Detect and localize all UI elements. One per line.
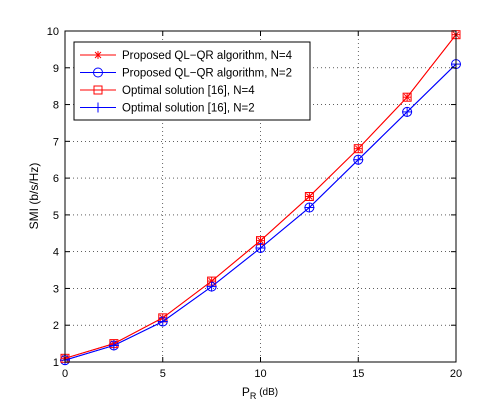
x-tick-label: 5 <box>160 368 166 380</box>
legend-marker <box>93 102 103 113</box>
legend: Proposed QL−QR algorithm, N=4 Proposed QL… <box>73 41 311 121</box>
series-group <box>60 30 461 366</box>
x-axis-label-main: P <box>242 385 250 399</box>
x-tick-label: 15 <box>352 368 364 380</box>
x-tick-label: 0 <box>62 368 68 380</box>
y-tick-label: 9 <box>53 63 59 75</box>
data-point-4 <box>206 281 217 292</box>
y-tick-label: 5 <box>53 210 59 222</box>
square-marker-shape <box>304 192 314 201</box>
x-axis-label: PR (dB) <box>242 385 278 401</box>
data-point-4 <box>304 202 315 213</box>
y-tick-label: 1 <box>53 357 59 369</box>
x-axis-label-unit: (dB) <box>256 387 278 398</box>
legend-item: Optimal solution [16], N=2 <box>80 102 255 115</box>
y-tick-label: 4 <box>53 247 59 259</box>
y-tick-label: 7 <box>53 136 59 148</box>
square-marker-shape <box>402 92 412 102</box>
axis-ticks <box>64 30 457 363</box>
x-axis-label-subscript: R <box>250 391 257 401</box>
series-line-3 <box>64 34 457 359</box>
y-axis-label: SMI (b/s/Hz) <box>27 163 41 230</box>
legend-item: Proposed QL−QR algorithm, N=2 <box>80 67 292 80</box>
data-point-4 <box>353 154 364 165</box>
y-tick-label: 10 <box>47 26 59 38</box>
legend-marker <box>94 51 102 59</box>
y-tick-label: 2 <box>53 320 59 332</box>
y-tick-label: 6 <box>53 173 59 185</box>
data-point-4 <box>108 340 119 351</box>
legend-label: Proposed QL−QR algorithm, N=2 <box>122 68 292 80</box>
data-point-4 <box>255 242 266 253</box>
legend-label: Optimal solution [16], N=2 <box>122 103 255 115</box>
legend-label: Proposed QL−QR algorithm, N=4 <box>122 50 293 62</box>
data-point-3 <box>353 144 363 154</box>
data-point-4 <box>402 106 413 117</box>
y-tick-label: 8 <box>53 100 59 112</box>
square-marker-shape <box>93 85 103 95</box>
data-point-4 <box>157 316 168 327</box>
legend-marker <box>93 67 103 78</box>
legend-item: Proposed QL−QR algorithm, N=4 <box>80 50 293 62</box>
circle-marker-shape <box>93 67 103 78</box>
y-tick-label: 3 <box>53 283 59 295</box>
square-marker-shape <box>353 144 363 154</box>
legend-label: Optimal solution [16], N=4 <box>122 85 255 97</box>
x-tick-label: 20 <box>450 368 462 380</box>
legend-marker <box>93 85 103 95</box>
data-point-3 <box>304 192 314 201</box>
data-point-3 <box>402 92 412 102</box>
star-marker-stroke <box>94 51 102 59</box>
x-tick-label: 10 <box>254 368 266 380</box>
axis-tick-labels: 0 5 10 15 20 1 2 3 4 5 6 7 8 9 10 <box>47 26 462 380</box>
legend-item: Optimal solution [16], N=4 <box>80 85 255 97</box>
